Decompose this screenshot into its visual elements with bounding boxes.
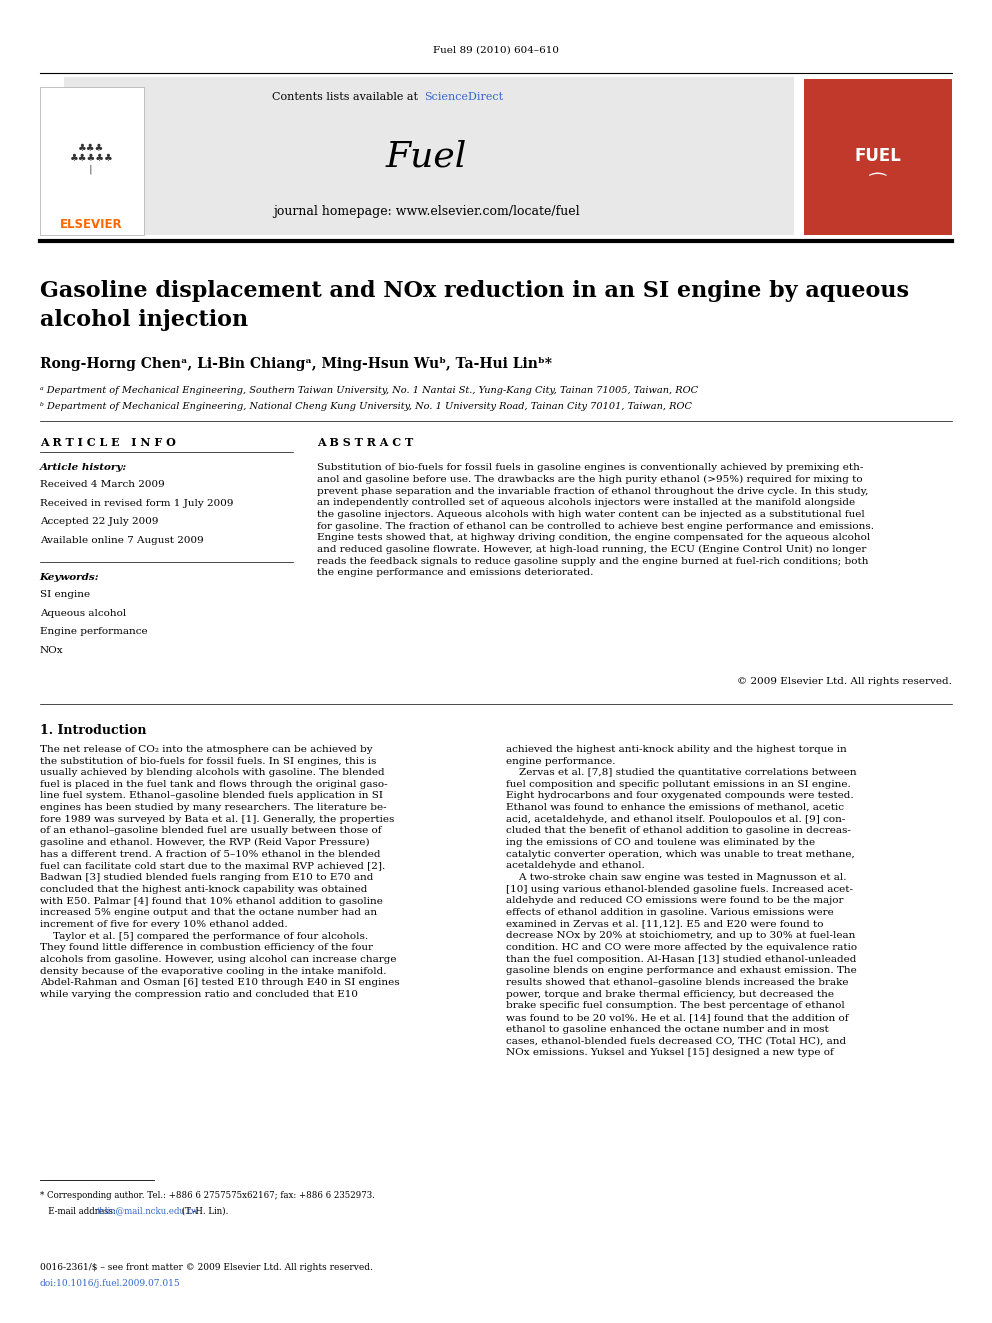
Bar [811,156,944,229]
Text: Received 4 March 2009: Received 4 March 2009 [40,480,165,490]
Text: Accepted 22 July 2009: Accepted 22 July 2009 [40,517,158,527]
Text: thlin@mail.ncku.edu.tw: thlin@mail.ncku.edu.tw [97,1207,199,1216]
Text: NOx: NOx [40,646,63,655]
Text: E-mail address:: E-mail address: [40,1207,118,1216]
Text: Contents lists available at: Contents lists available at [272,91,422,102]
Text: * Corresponding author. Tel.: +886 6 2757575x62167; fax: +886 6 2352973.: * Corresponding author. Tel.: +886 6 275… [40,1191,375,1200]
Text: A B S T R A C T: A B S T R A C T [317,437,414,447]
Text: ELSEVIER: ELSEVIER [60,218,123,232]
Text: Available online 7 August 2009: Available online 7 August 2009 [40,536,203,545]
Text: SI engine: SI engine [40,590,90,599]
Text: Received in revised form 1 July 2009: Received in revised form 1 July 2009 [40,499,233,508]
Text: Aqueous alcohol: Aqueous alcohol [40,609,126,618]
Bar [804,79,952,235]
Text: © 2009 Elsevier Ltd. All rights reserved.: © 2009 Elsevier Ltd. All rights reserved… [737,677,952,687]
Text: Article history:: Article history: [40,463,127,472]
Text: Keywords:: Keywords: [40,573,99,582]
Text: FUEL: FUEL [854,147,902,165]
Text: Fuel: Fuel [386,139,467,173]
Text: Rong-Horng Chenᵃ, Li-Bin Chiangᵃ, Ming-Hsun Wuᵇ, Ta-Hui Linᵇ*: Rong-Horng Chenᵃ, Li-Bin Chiangᵃ, Ming-H… [40,357,552,372]
Text: Gasoline displacement and NOx reduction in an SI engine by aqueous
alcohol injec: Gasoline displacement and NOx reduction … [40,280,909,331]
Text: Substitution of bio-fuels for fossil fuels in gasoline engines is conventionally: Substitution of bio-fuels for fossil fue… [317,463,874,577]
Text: ♣♣♣
♣♣♣♣♣
  |: ♣♣♣ ♣♣♣♣♣ | [69,144,113,173]
Text: 0016-2361/$ – see front matter © 2009 Elsevier Ltd. All rights reserved.: 0016-2361/$ – see front matter © 2009 El… [40,1263,373,1273]
Text: journal homepage: www.elsevier.com/locate/fuel: journal homepage: www.elsevier.com/locat… [273,205,580,218]
Bar [40,87,144,235]
Text: ScienceDirect: ScienceDirect [425,91,504,102]
Text: 1. Introduction: 1. Introduction [40,724,146,737]
Text: A R T I C L E   I N F O: A R T I C L E I N F O [40,437,176,447]
Bar [64,77,794,235]
Text: ᵃ Department of Mechanical Engineering, Southern Taiwan University, No. 1 Nantai: ᵃ Department of Mechanical Engineering, … [40,386,697,396]
Text: achieved the highest anti-knock ability and the highest torque in
engine perform: achieved the highest anti-knock ability … [506,745,857,1057]
Text: (T.-H. Lin).: (T.-H. Lin). [179,1207,228,1216]
Text: ⁀: ⁀ [870,176,886,194]
Text: doi:10.1016/j.fuel.2009.07.015: doi:10.1016/j.fuel.2009.07.015 [40,1279,181,1289]
Text: Engine performance: Engine performance [40,627,147,636]
Text: The net release of CO₂ into the atmosphere can be achieved by
the substitution o: The net release of CO₂ into the atmosphe… [40,745,400,999]
Text: ᵇ Department of Mechanical Engineering, National Cheng Kung University, No. 1 Un: ᵇ Department of Mechanical Engineering, … [40,402,691,411]
Text: Fuel 89 (2010) 604–610: Fuel 89 (2010) 604–610 [433,46,559,54]
